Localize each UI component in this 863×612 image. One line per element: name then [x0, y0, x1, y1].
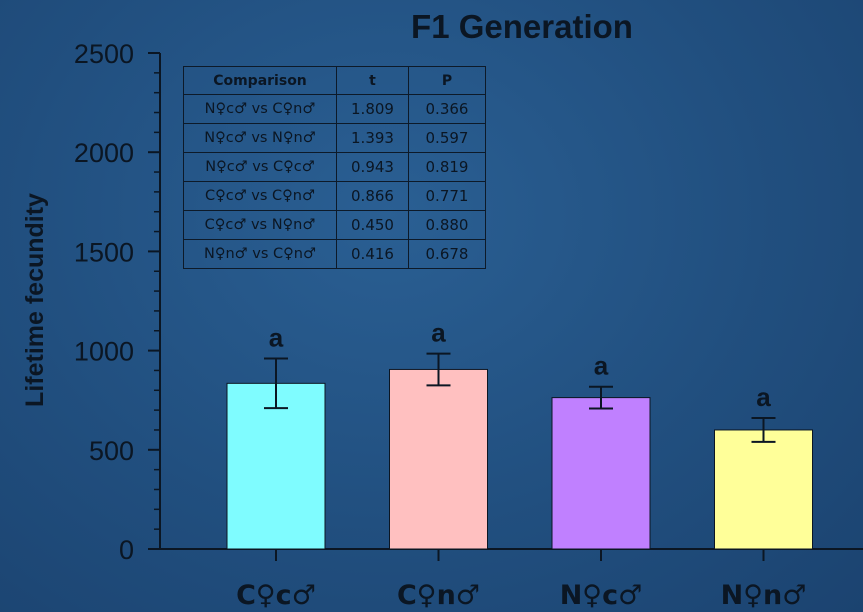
y-tick-label: 500: [89, 436, 134, 466]
comparison-cell: N♀c♂ vs C♀c♂: [183, 152, 337, 182]
x-tick-label: C♀c♂: [236, 580, 316, 611]
bar-label: a: [756, 382, 771, 412]
y-tick-label: 1500: [74, 237, 134, 267]
bar: [714, 429, 813, 550]
bar-label: a: [594, 351, 609, 381]
chart-title: F1 Generation: [411, 8, 633, 45]
bar: [389, 368, 488, 550]
bar: [226, 382, 326, 550]
table-header-row: Comparison t P: [183, 66, 486, 95]
y-tick-label: 2500: [74, 39, 134, 69]
table-row: N♀c♂ vs N♀n♂ 1.393 0.597: [183, 123, 486, 153]
header-t: t: [336, 66, 409, 95]
table-row: N♀n♂ vs C♀n♂ 0.416 0.678: [183, 239, 486, 269]
table-row: N♀c♂ vs C♀c♂ 0.943 0.819: [183, 152, 486, 182]
table-row: N♀c♂ vs C♀n♂ 1.809 0.366: [183, 94, 486, 124]
header-comparison: Comparison: [183, 66, 337, 95]
t-value-cell: 1.393: [336, 123, 409, 153]
statistics-table: Comparison t P N♀c♂ vs C♀n♂ 1.809 0.366 …: [183, 66, 486, 269]
t-value-cell: 0.450: [336, 210, 409, 240]
comparison-cell: N♀n♂ vs C♀n♂: [183, 239, 337, 269]
x-tick-labels: C♀c♂ C♀n♂ N♀c♂ N♀n♂: [236, 580, 806, 611]
y-tick-labels: 0 500 1000 1500 2000 2500: [74, 39, 134, 565]
p-value-cell: 0.771: [408, 181, 486, 211]
p-value-cell: 0.880: [408, 210, 486, 240]
comparison-cell: C♀c♂ vs C♀n♂: [183, 181, 337, 211]
y-axis-label: Lifetime fecundity: [21, 193, 49, 407]
x-tick-label: N♀c♂: [560, 580, 643, 611]
bar: [551, 397, 651, 550]
x-tick-label: N♀n♂: [721, 580, 807, 611]
table-row: C♀c♂ vs N♀n♂ 0.450 0.880: [183, 210, 486, 240]
comparison-cell: N♀c♂ vs C♀n♂: [183, 94, 337, 124]
comparison-cell: C♀c♂ vs N♀n♂: [183, 210, 337, 240]
bar-label: a: [431, 318, 446, 348]
bars: a a a a: [226, 318, 813, 550]
t-value-cell: 0.416: [336, 239, 409, 269]
y-tick-label: 1000: [74, 337, 134, 367]
bar-label: a: [269, 323, 284, 353]
t-value-cell: 0.866: [336, 181, 409, 211]
p-value-cell: 0.678: [408, 239, 486, 269]
x-tick-label: C♀n♂: [397, 580, 480, 611]
comparison-cell: N♀c♂ vs N♀n♂: [183, 123, 337, 153]
p-value-cell: 0.819: [408, 152, 486, 182]
t-value-cell: 0.943: [336, 152, 409, 182]
p-value-cell: 0.597: [408, 123, 486, 153]
y-tick-label: 2000: [74, 138, 134, 168]
header-p: P: [408, 66, 486, 95]
t-value-cell: 1.809: [336, 94, 409, 124]
y-tick-label: 0: [119, 535, 134, 565]
table-row: C♀c♂ vs C♀n♂ 0.866 0.771: [183, 181, 486, 211]
p-value-cell: 0.366: [408, 94, 486, 124]
